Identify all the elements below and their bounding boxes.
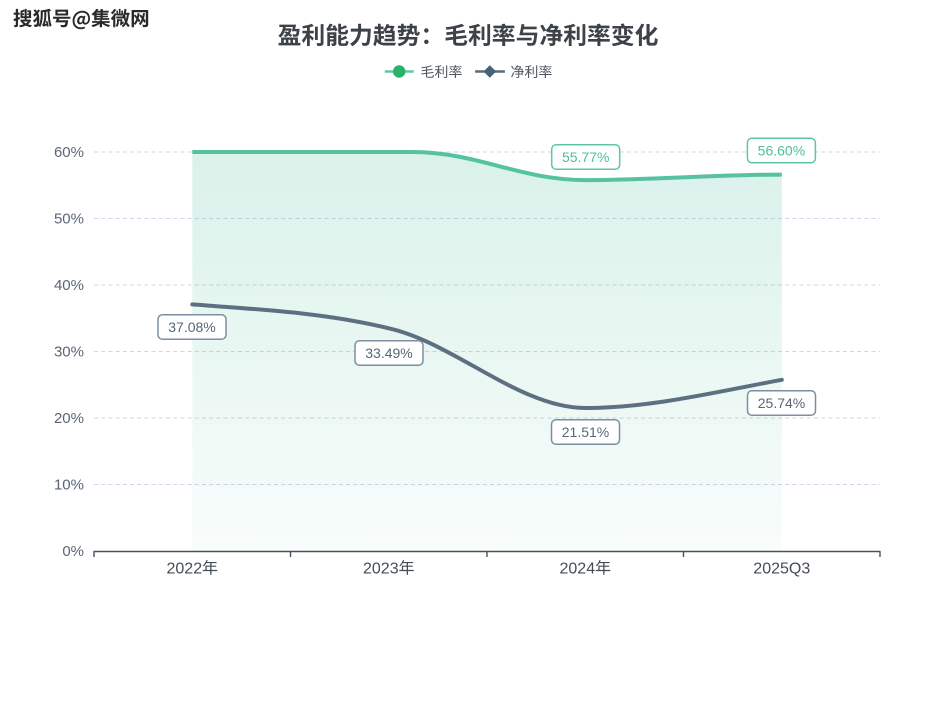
svg-text:50%: 50% bbox=[54, 211, 84, 228]
svg-text:2022: 2022 bbox=[167, 561, 203, 578]
svg-text:2025Q3: 2025Q3 bbox=[753, 561, 810, 578]
svg-text:37.08%: 37.08% bbox=[168, 319, 215, 335]
svg-text:30%: 30% bbox=[54, 344, 84, 361]
svg-text:40%: 40% bbox=[54, 277, 84, 294]
svg-text:56.60%: 56.60% bbox=[758, 143, 805, 159]
svg-text:33.49%: 33.49% bbox=[365, 345, 412, 361]
svg-text:2024: 2024 bbox=[560, 561, 596, 578]
svg-text:10%: 10% bbox=[54, 477, 84, 494]
svg-text:60%: 60% bbox=[54, 144, 84, 161]
svg-text:20%: 20% bbox=[54, 410, 84, 427]
svg-text:55.77%: 55.77% bbox=[562, 149, 609, 165]
svg-text:0%: 0% bbox=[62, 543, 84, 560]
svg-text:25.74%: 25.74% bbox=[758, 395, 805, 411]
svg-text:21.51%: 21.51% bbox=[562, 424, 609, 440]
svg-text:2023: 2023 bbox=[363, 561, 399, 578]
